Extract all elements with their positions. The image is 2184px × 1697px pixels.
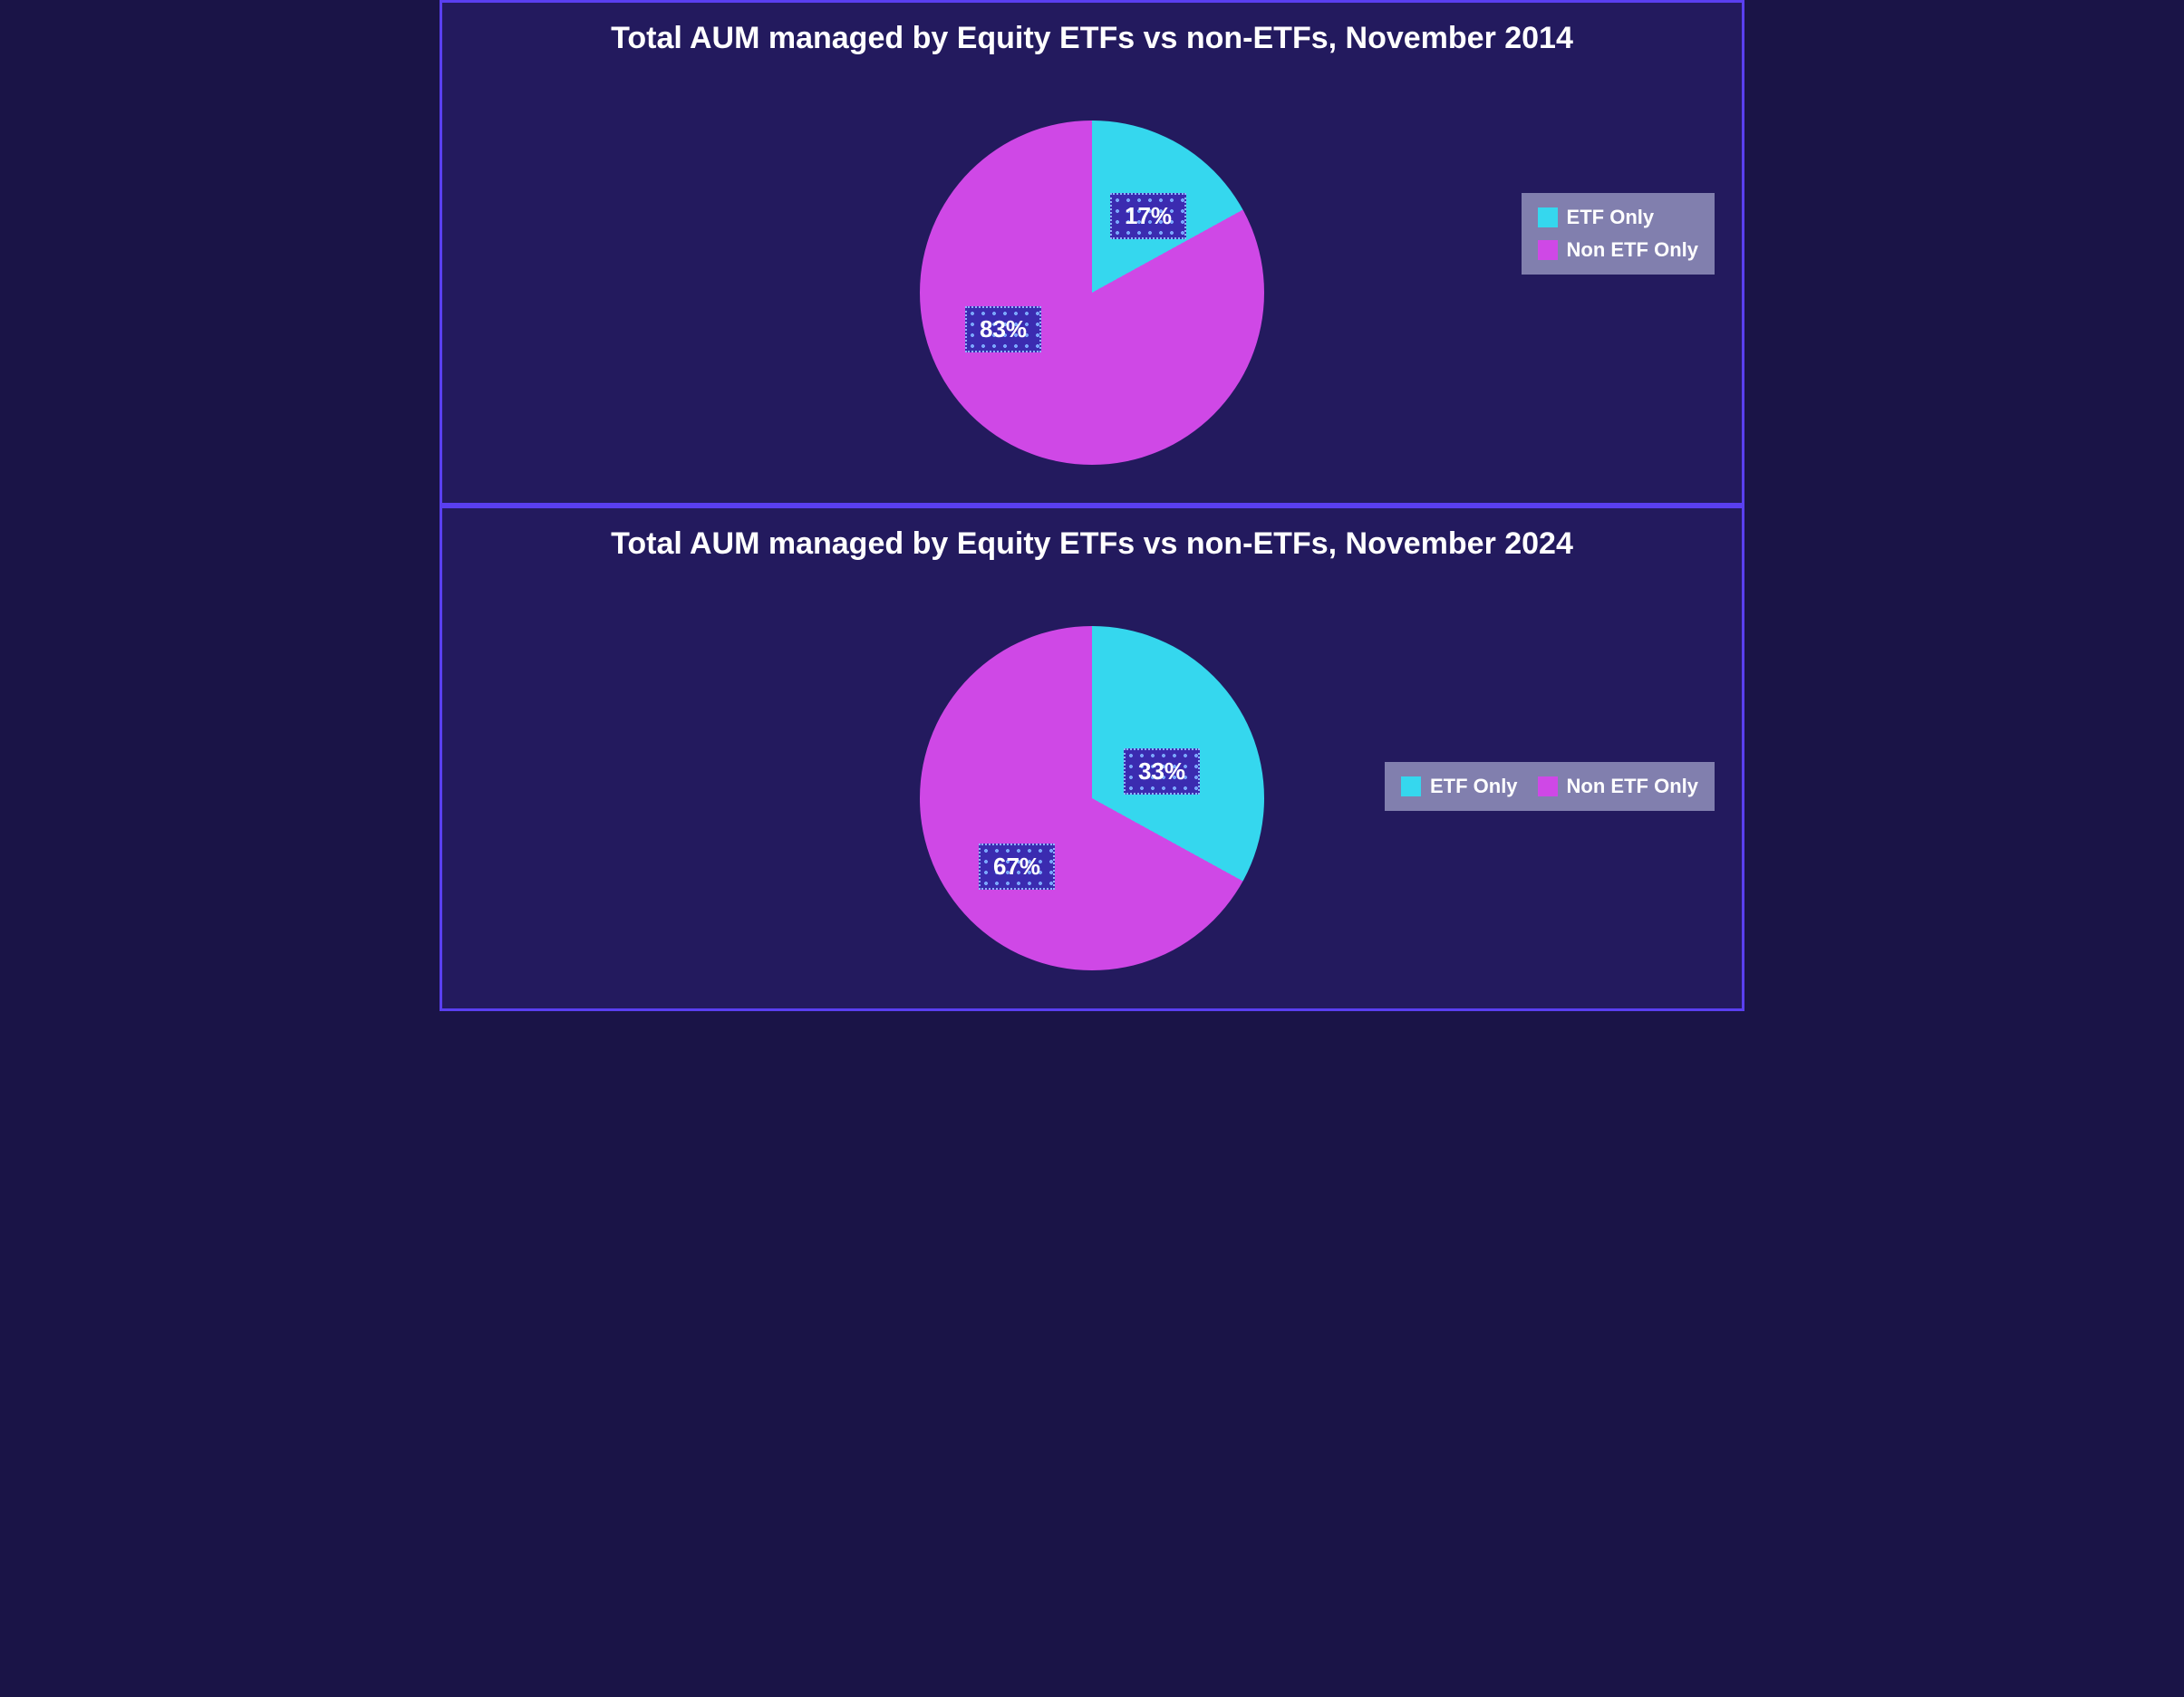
legend-label: ETF Only (1430, 775, 1518, 798)
chart-panel-2014: Total AUM managed by Equity ETFs vs non-… (440, 0, 1744, 506)
legend-swatch (1538, 776, 1558, 796)
data-label-etf: 17% (1110, 193, 1186, 239)
legend-item-non-etf: Non ETF Only (1538, 775, 1698, 798)
data-label-etf: 33% (1124, 748, 1200, 795)
legend-label: ETF Only (1567, 206, 1655, 229)
legend-swatch (1538, 207, 1558, 227)
pie-canvas (920, 626, 1264, 970)
legend-label: Non ETF Only (1567, 238, 1698, 262)
legend: ETF Only Non ETF Only (1385, 762, 1715, 811)
legend-swatch (1401, 776, 1421, 796)
pie-chart-2024: 33% 67% (920, 626, 1264, 970)
chart-title: Total AUM managed by Equity ETFs vs non-… (442, 525, 1742, 564)
legend: ETF Only Non ETF Only (1522, 193, 1715, 275)
legend-item-non-etf: Non ETF Only (1538, 238, 1698, 262)
chart-title: Total AUM managed by Equity ETFs vs non-… (442, 19, 1742, 58)
legend-label: Non ETF Only (1567, 775, 1698, 798)
legend-item-etf: ETF Only (1401, 775, 1518, 798)
page: Total AUM managed by Equity ETFs vs non-… (440, 0, 1744, 1011)
data-label-non-etf: 83% (965, 306, 1041, 352)
legend-swatch (1538, 240, 1558, 260)
pie-canvas (920, 121, 1264, 465)
pie-chart-2014: 17% 83% (920, 121, 1264, 465)
legend-item-etf: ETF Only (1538, 206, 1655, 229)
data-label-non-etf: 67% (979, 844, 1055, 890)
chart-panel-2024: Total AUM managed by Equity ETFs vs non-… (440, 506, 1744, 1011)
